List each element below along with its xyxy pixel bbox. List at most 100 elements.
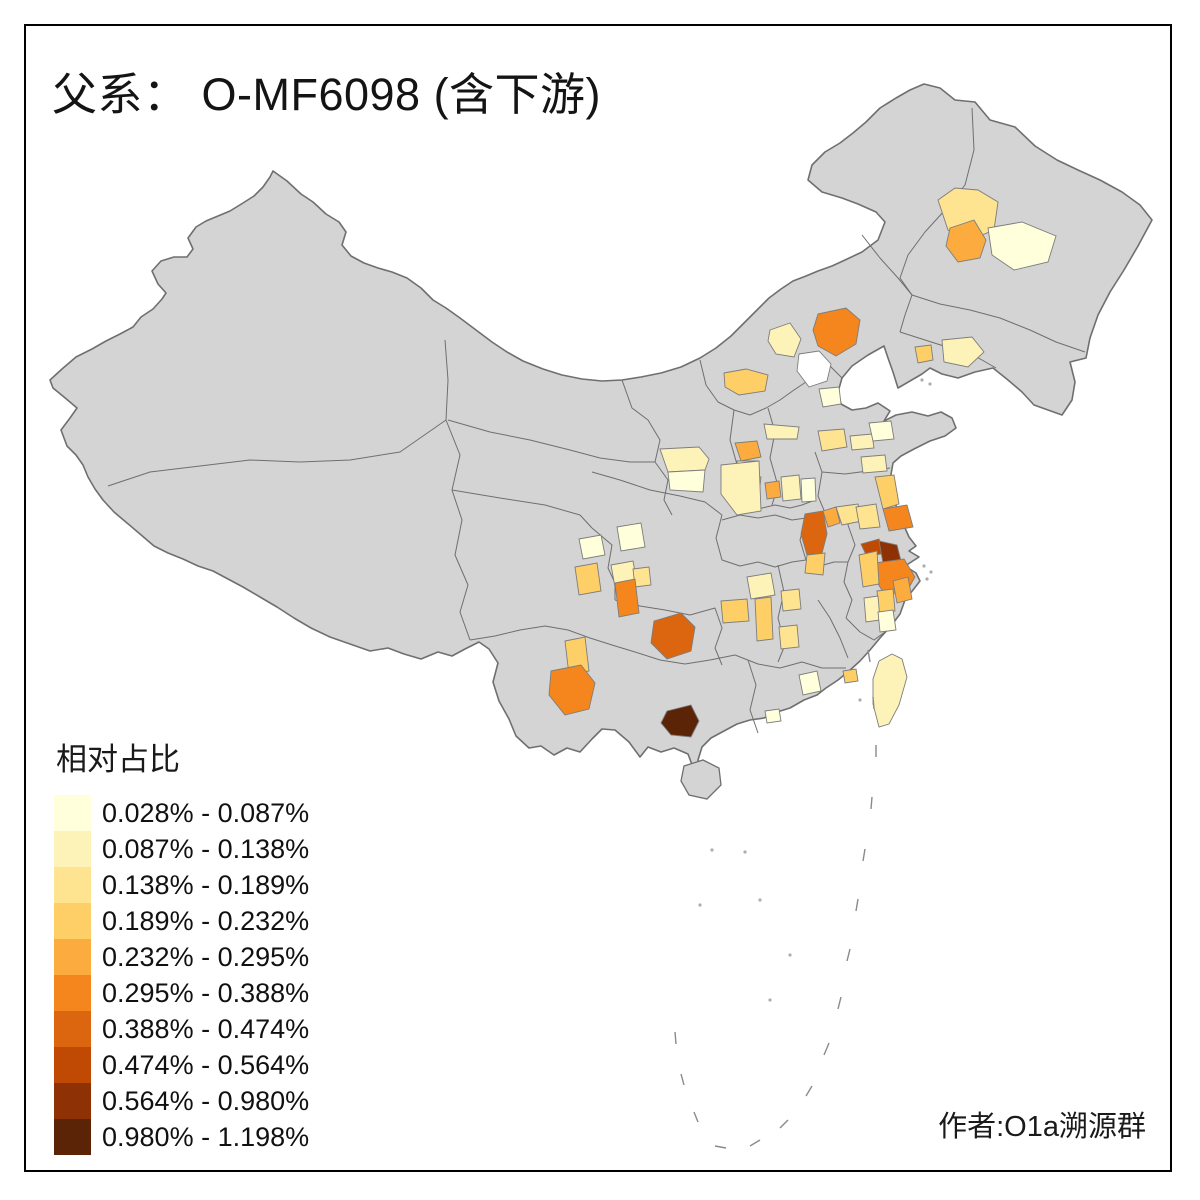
- map-region-mianyang: [616, 522, 646, 552]
- map-region-shandong-mid: [868, 420, 895, 442]
- map-region-wenzhou: [892, 576, 913, 604]
- map-region-hunan-west: [720, 598, 750, 624]
- map-region-gansu-east-b: [667, 469, 706, 493]
- map-region-chifeng: [812, 307, 861, 357]
- sea-dash: [693, 1111, 699, 1123]
- attribution-text: 作者:O1a溯源群: [938, 1111, 1146, 1143]
- province-border: [817, 599, 849, 659]
- map-region-guanzhong: [720, 460, 762, 516]
- province-border: [451, 489, 593, 529]
- map-region-guangzhou: [764, 708, 782, 724]
- province-border: [911, 294, 1086, 353]
- map-region-yingkou: [914, 344, 934, 364]
- province-border: [591, 527, 616, 600]
- map-region-hohhot-ulanqab: [723, 368, 769, 396]
- legend-row: 0.028% - 0.087%: [54, 795, 309, 831]
- legend-row: 0.980% - 1.198%: [54, 1119, 309, 1155]
- map-region-below-hefei: [804, 552, 826, 576]
- province-border: [445, 419, 461, 491]
- legend-swatch-6: [54, 975, 91, 1011]
- province-border: [843, 561, 853, 619]
- province-border: [614, 599, 723, 666]
- province-border: [777, 564, 786, 663]
- province-border: [469, 625, 636, 653]
- map-region-meizhou: [798, 670, 822, 696]
- legend-row: 0.474% - 0.564%: [54, 1047, 309, 1083]
- small-island: [858, 698, 862, 702]
- legend-row: 0.138% - 0.189%: [54, 867, 309, 903]
- small-island: [768, 998, 772, 1002]
- legend-swatch-9: [54, 1083, 91, 1119]
- small-island: [788, 953, 792, 957]
- legend-swatch-1: [54, 795, 91, 831]
- map-region-zhengzhou: [780, 474, 802, 502]
- province-border: [899, 107, 975, 296]
- province-border: [721, 559, 807, 568]
- map-region-tangshan: [818, 386, 842, 408]
- map-title: 父系： O-MF6098 (含下游): [52, 69, 602, 120]
- province-border: [721, 514, 807, 521]
- sea-dash: [855, 898, 859, 912]
- province-border: [451, 489, 471, 641]
- small-island: [922, 564, 926, 568]
- sea-dash: [674, 1031, 677, 1045]
- small-island: [929, 570, 933, 574]
- map-region-jinhua: [876, 588, 896, 614]
- map-region-south-hebei: [763, 423, 800, 440]
- small-island: [743, 850, 747, 854]
- sea-dash: [837, 996, 842, 1010]
- map-region-luoyang: [764, 480, 782, 500]
- small-island: [920, 378, 924, 382]
- map-region-jiangxi-north: [780, 588, 802, 612]
- province-border: [715, 514, 723, 561]
- small-island: [710, 848, 714, 852]
- sea-dash: [680, 1073, 685, 1086]
- map-region-quzhou: [863, 595, 881, 623]
- map-region-kunming: [564, 636, 590, 676]
- sea-dash: [779, 1119, 789, 1129]
- legend-swatch-7: [54, 1011, 91, 1047]
- map-region-gansu-east-a: [659, 446, 710, 473]
- legend-row: 0.189% - 0.232%: [54, 903, 309, 939]
- small-island: [928, 382, 932, 386]
- legend-rows: 0.028% - 0.087% 0.087% - 0.138% 0.138% - 0…: [54, 795, 309, 1155]
- map-region-harbin-east: [987, 221, 1057, 271]
- legend-label: 0.980% - 1.198%: [102, 1121, 310, 1152]
- legend-row: 0.232% - 0.295%: [54, 939, 309, 975]
- map-region-yibin-luzhou: [614, 578, 640, 618]
- small-island: [925, 577, 929, 581]
- sea-dash: [714, 1145, 727, 1149]
- legend-label: 0.295% - 0.388%: [102, 977, 310, 1008]
- sea-dash: [872, 696, 875, 710]
- sea-dash: [862, 848, 866, 862]
- legend-swatch-5: [54, 939, 91, 975]
- map-region-chengdu-west: [578, 534, 606, 560]
- legend-row: 0.564% - 0.980%: [54, 1083, 309, 1119]
- map-region-east-of-hefei: [822, 506, 841, 528]
- legend-title: 相对占比: [56, 742, 180, 777]
- legend-label: 0.028% - 0.087%: [102, 797, 310, 828]
- map-region-guizhou-se: [650, 612, 696, 660]
- hainan-island: [680, 759, 722, 800]
- legend-row: 0.087% - 0.138%: [54, 831, 309, 867]
- legend-row: 0.388% - 0.474%: [54, 1011, 309, 1047]
- sea-dash: [749, 1139, 761, 1147]
- map-region-dandong-area: [941, 336, 985, 368]
- map-region-taiwan: [872, 653, 908, 728]
- province-border: [734, 654, 846, 669]
- map-region-yuxi-honghe: [548, 664, 596, 716]
- map-region-taiyuan: [734, 440, 762, 462]
- legend-label: 0.474% - 0.564%: [102, 1049, 310, 1080]
- legend-swatch-3: [54, 867, 91, 903]
- sea-dash: [805, 1085, 813, 1097]
- map-region-harbin: [945, 219, 987, 263]
- legend-swatch-4: [54, 903, 91, 939]
- legend-row: 0.295% - 0.388%: [54, 975, 309, 1011]
- map-region-kaifeng: [800, 477, 817, 503]
- map-region-quanzhou: [842, 668, 859, 684]
- map-region-jian: [778, 624, 800, 650]
- map-region-leshan: [574, 562, 602, 596]
- legend-swatch-10: [54, 1119, 91, 1155]
- province-border: [634, 651, 736, 665]
- map-region-zhangjiakou: [767, 322, 802, 358]
